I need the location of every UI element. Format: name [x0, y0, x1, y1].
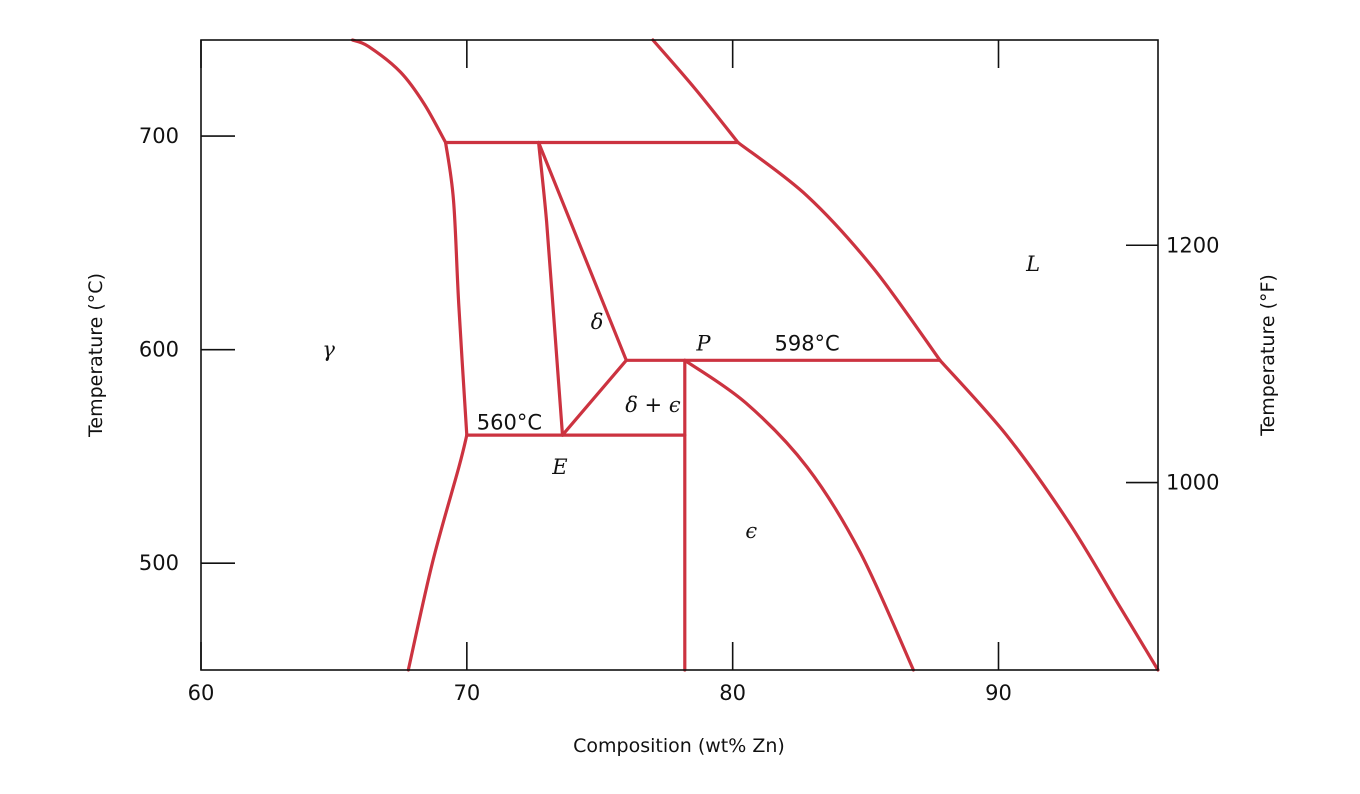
phase-boundary-14	[938, 358, 1160, 672]
annotation-label: P	[695, 331, 711, 355]
y2-axis-label: Temperature (°F)	[1257, 274, 1279, 437]
annotation-label: E	[551, 455, 567, 479]
phase-boundary-11	[683, 358, 915, 672]
phase-boundary-5	[537, 140, 565, 437]
x-axis-label: Composition (wt% Zn)	[573, 735, 785, 757]
x-tick-label: 90	[985, 681, 1012, 705]
annotation-label: 560°C	[477, 410, 542, 434]
y-tick-label: 500	[139, 551, 179, 575]
annotation-label: δ	[591, 310, 604, 334]
y-axis-label: Temperature (°C)	[85, 273, 107, 438]
phase-boundary-13	[736, 140, 942, 362]
phase-boundary-6	[537, 140, 628, 362]
x-tick-label: 80	[719, 681, 746, 705]
phase-boundary-2	[444, 140, 469, 437]
axis-ticks: 60 70 80 90 500 600 700 1000 1200	[139, 40, 1219, 705]
x-tick-label: 70	[453, 681, 480, 705]
y-tick-label: 600	[139, 338, 179, 362]
annotation-label: 598°C	[774, 331, 839, 355]
y-tick-label: 700	[139, 124, 179, 148]
plot-frame	[200, 39, 1159, 671]
phase-boundary-7	[560, 358, 628, 437]
y2-tick-label: 1200	[1166, 233, 1219, 257]
x-tick-label: 60	[188, 681, 215, 705]
phase-boundaries	[350, 38, 1160, 672]
region-annotations: γ δ P 598°C δ + ϵ 560°C Eϵ L	[322, 252, 1040, 543]
annotation-label: γ	[322, 338, 335, 362]
annotation-label: L	[1025, 252, 1040, 276]
phase-boundary-3	[350, 38, 448, 145]
phase-boundary-1	[406, 433, 469, 672]
annotation-label: ϵ	[745, 519, 757, 543]
annotation-label: δ + ϵ	[625, 393, 681, 417]
y2-tick-label: 1000	[1166, 471, 1219, 495]
phase-boundary-12	[651, 38, 740, 145]
